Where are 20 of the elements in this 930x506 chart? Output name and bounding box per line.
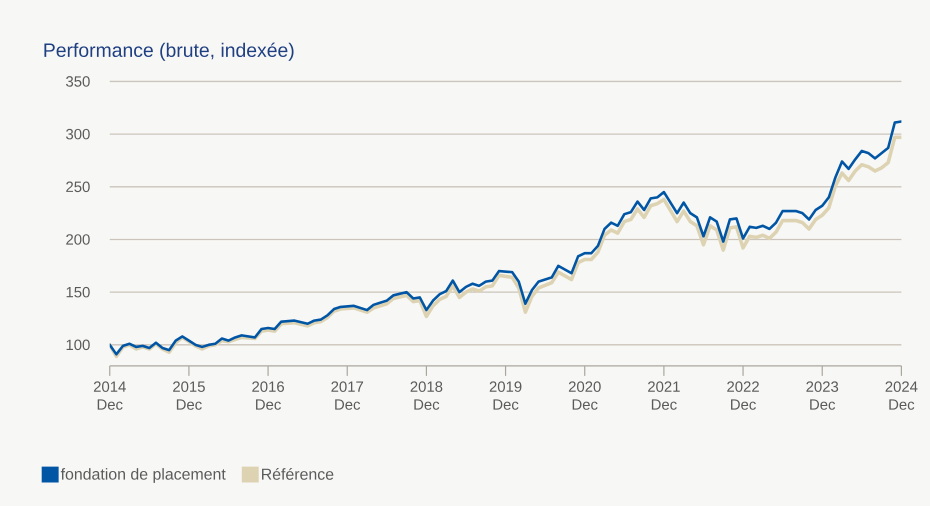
chart-title: Performance (brute, indexée) bbox=[44, 42, 294, 61]
x-tick-label: 2020 Dec bbox=[568, 381, 601, 410]
x-tick-label: 2021 Dec bbox=[648, 381, 680, 410]
legend-label: fondation de placement bbox=[60, 468, 226, 483]
x-tick-label: 2014 Dec bbox=[94, 381, 126, 410]
legend-label: Référence bbox=[262, 468, 334, 480]
x-tick-label: 2018 Dec bbox=[410, 381, 442, 410]
y-tick-label: 100 bbox=[66, 339, 90, 350]
x-tick-label: 2024 Dec bbox=[886, 381, 918, 410]
x-tick-label: 2022 Dec bbox=[727, 381, 759, 410]
y-tick-label: 300 bbox=[66, 128, 90, 140]
y-tick-label: 150 bbox=[66, 286, 90, 298]
x-tick-label: 2017 Dec bbox=[331, 381, 364, 410]
x-tick-label: 2023 Dec bbox=[806, 381, 838, 410]
y-tick-label: 200 bbox=[66, 234, 90, 245]
x-tick-label: 2015 Dec bbox=[173, 381, 205, 410]
x-tick-label: 2019 Dec bbox=[490, 381, 522, 410]
y-tick-label: 250 bbox=[66, 181, 90, 192]
x-tick-label: 2016 Dec bbox=[252, 381, 284, 410]
y-tick-label: 350 bbox=[66, 76, 90, 86]
